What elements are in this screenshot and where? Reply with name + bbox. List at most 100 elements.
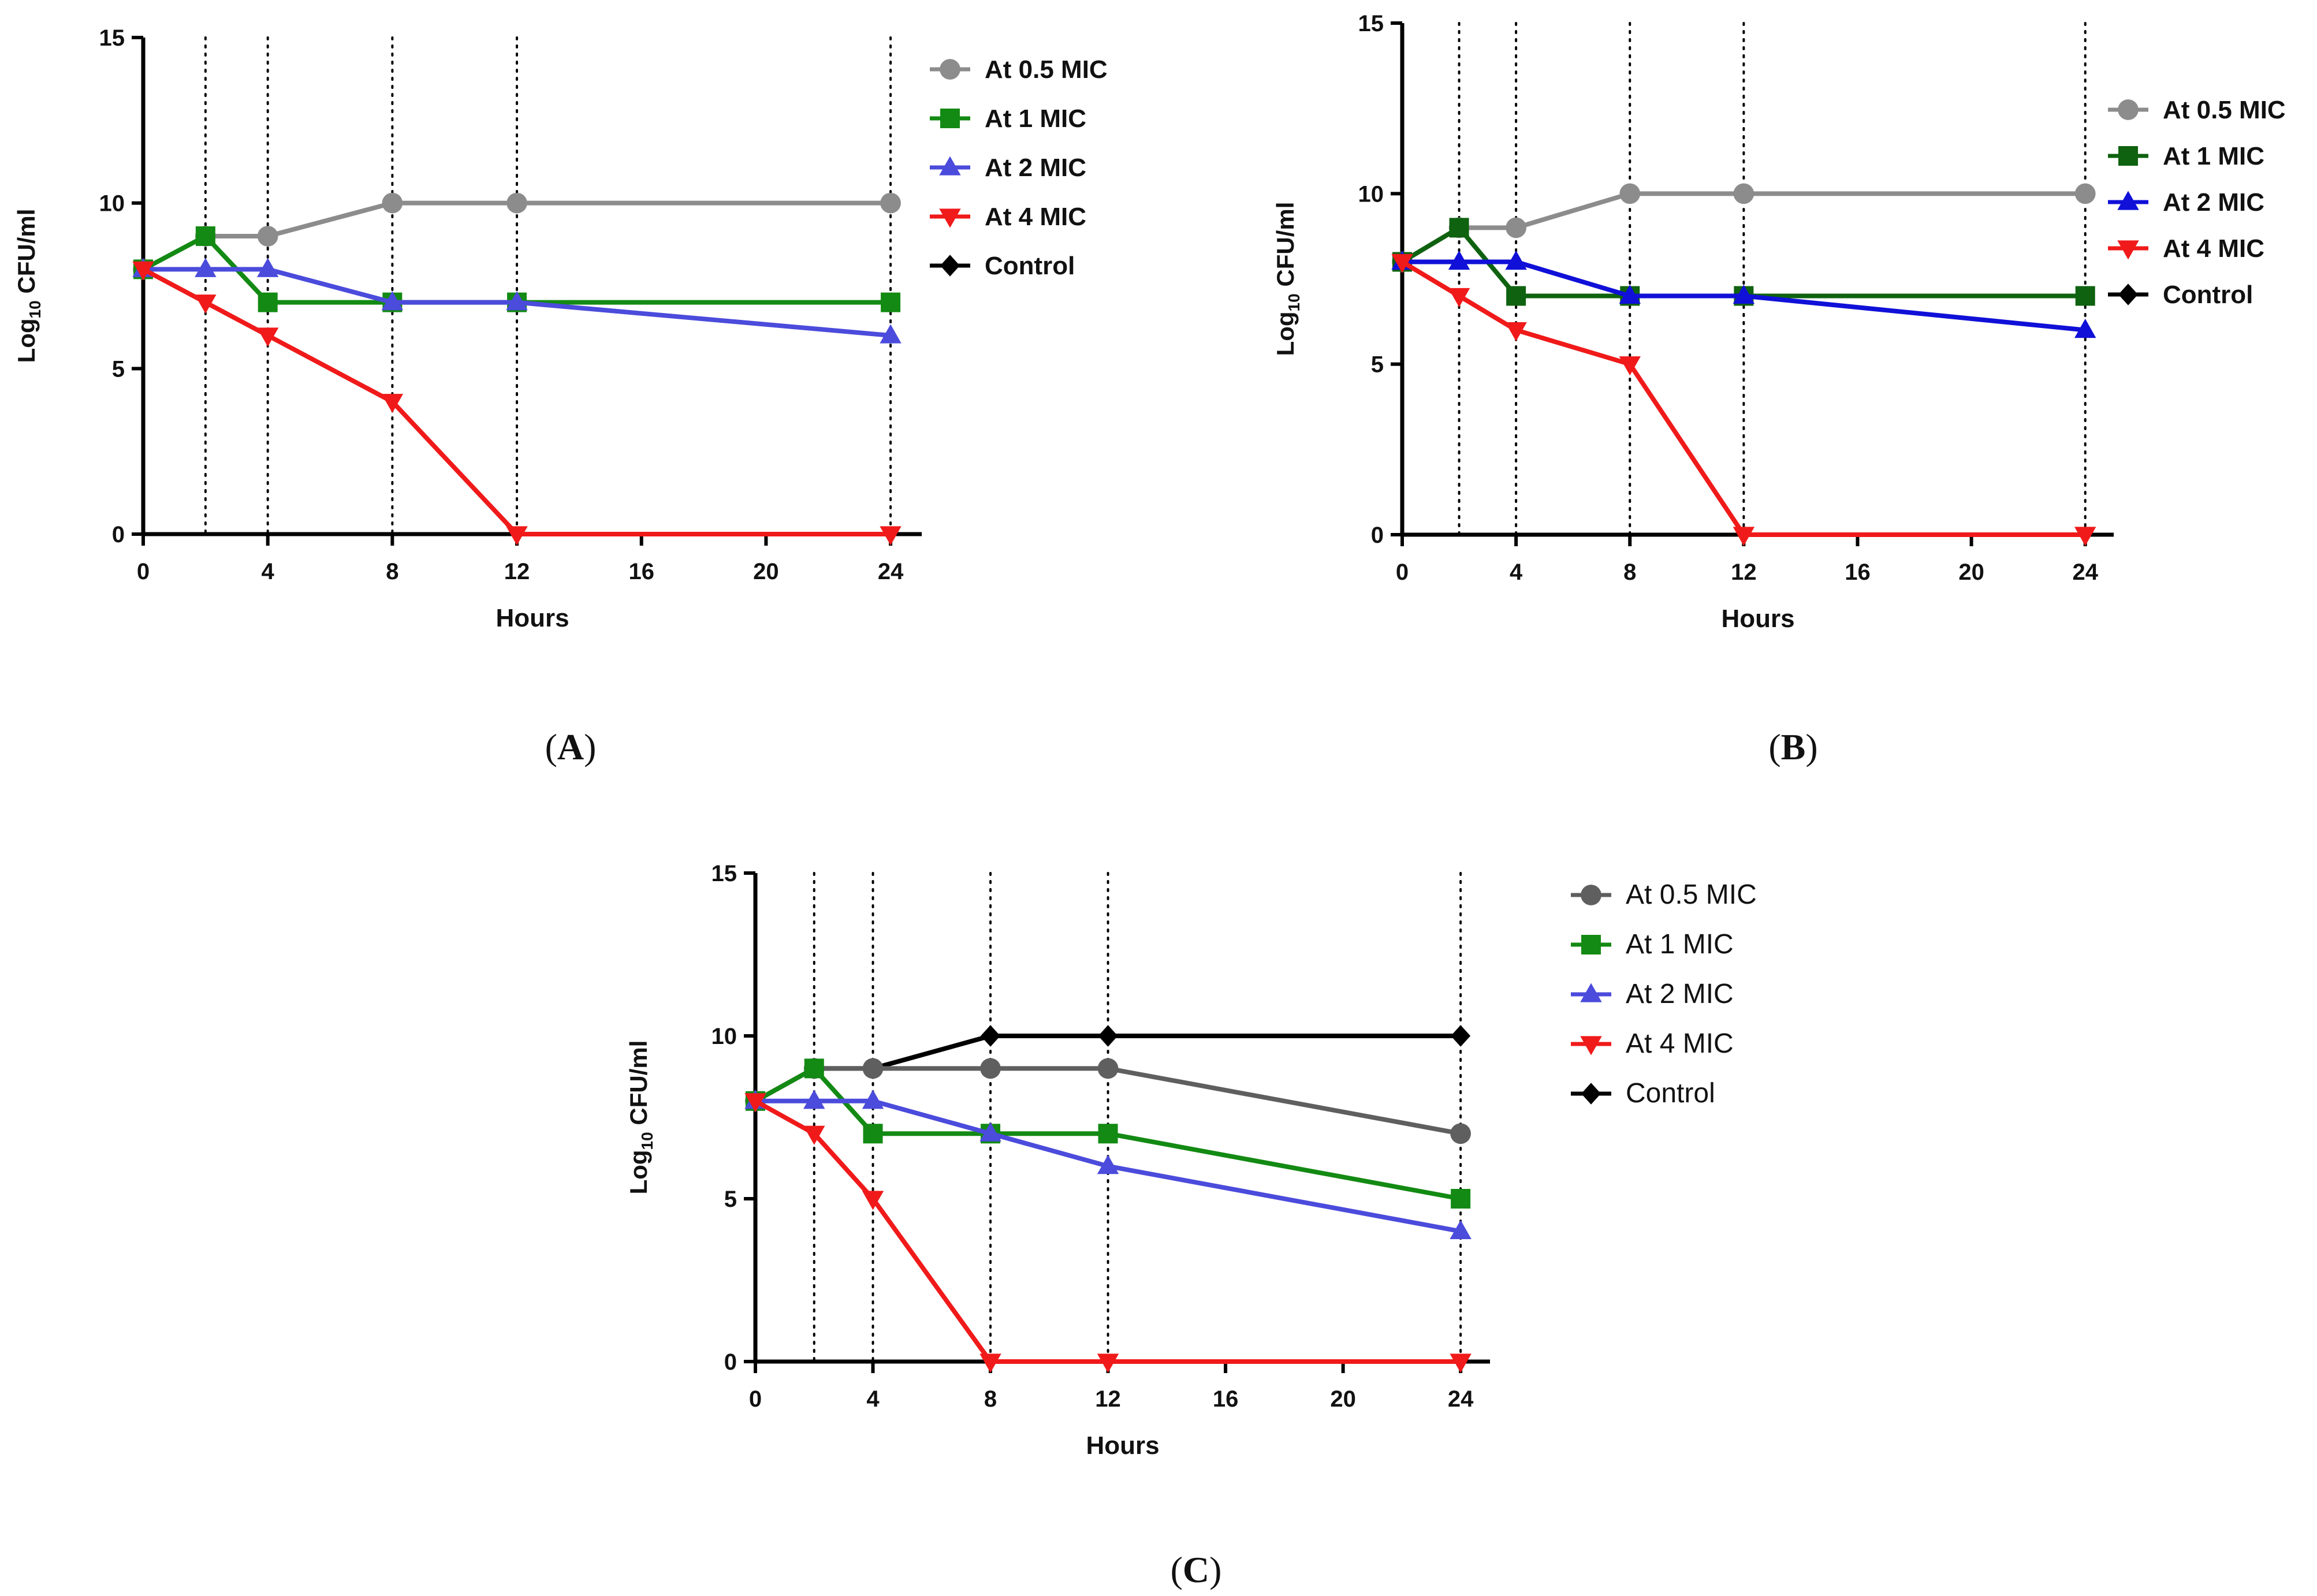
legend-marker [1581,935,1601,954]
series-line [143,267,891,338]
legend-item: At 0.5 MIC [930,55,1108,84]
data-point [1097,1155,1119,1174]
x-tick-label: 8 [984,1386,997,1412]
data-point [1450,1353,1472,1373]
y-tick-label: 5 [724,1187,737,1212]
legend-item: At 1 MIC [2108,142,2264,170]
data-point [862,1191,884,1210]
data-point [195,294,217,314]
y-tick-label: 10 [1358,181,1384,207]
legend-item: At 2 MIC [2108,188,2264,217]
legend-marker [2118,146,2138,166]
data-point [258,292,278,312]
legend-item: At 4 MIC [2108,234,2264,263]
y-tick-label: 5 [112,356,125,382]
x-tick-label: 0 [749,1386,762,1412]
legend: At 0.5 MIC At 1 MIC At 2 MIC At 4 MIC Contro… [930,55,1108,280]
data-point [1450,1220,1472,1239]
data-point [1505,322,1527,342]
x-tick-label: 12 [1731,560,1757,585]
data-point [256,327,279,347]
data-point [1619,284,1641,304]
legend-marker [2118,99,2139,120]
data-point [744,1093,766,1113]
data-point [506,291,528,311]
y-axis-title: Log10 CFU/ml [13,209,44,363]
y-axis-title-rest: CFU/ml [625,1041,652,1132]
y-axis-title-main: Log [625,1150,652,1194]
legend-marker [2118,284,2138,305]
legend-item: Control [2108,281,2253,309]
y-tick-label: 0 [112,522,125,547]
y-axis-title: Log10 CFU/ml [625,1041,656,1195]
series-line [755,1098,1461,1234]
legend-label: At 4 MIC [1626,1028,1734,1059]
x-tick-label: 20 [753,559,779,584]
y-tick-label: 10 [712,1024,737,1049]
legend-label: At 2 MIC [985,154,1086,182]
data-point [862,1090,884,1109]
data-point [381,291,404,311]
legend-item: Control [930,252,1075,280]
legend-marker [1581,1083,1601,1105]
data-point [1097,1353,1119,1373]
x-tick-label: 8 [386,559,398,584]
data-point [1391,253,1413,274]
data-point [803,1090,825,1109]
panel-label-paren: ( [1171,1549,1183,1590]
y-axis-title-main: Log [1272,311,1299,356]
legend-label: At 1 MIC [1626,929,1734,960]
data-point [2074,183,2096,204]
data-point [1097,1058,1119,1079]
data-point [1448,288,1470,308]
y-tick-label: 10 [99,191,125,217]
y-axis-title-rest: CFU/ml [13,209,40,301]
x-tick-label: 4 [866,1386,880,1412]
legend: At 0.5 MIC At 1 MIC At 2 MIC At 4 MIC Contro… [2108,96,2286,309]
data-point [2074,319,2096,338]
x-axis-title: Hours [1086,1431,1159,1460]
data-point [257,226,278,247]
panel-label-paren: ) [1805,726,1817,767]
x-tick-label: 0 [1396,560,1409,585]
data-point [980,1058,1001,1079]
data-point [863,1124,883,1144]
x-tick-label: 12 [1095,1386,1121,1412]
x-axis-title: Hours [496,604,569,632]
data-point [506,192,527,214]
data-point [1098,1124,1118,1144]
data-point [1448,250,1470,270]
data-point [1619,356,1641,376]
series-line [142,234,891,305]
legend-item: At 0.5 MIC [1571,879,1757,910]
panel-label-paren: ( [1768,726,1780,767]
series-line [754,1099,1461,1364]
panel-label: (B) [1768,726,1817,767]
data-point [880,324,902,344]
data-point [2075,286,2095,306]
x-tick-label: 24 [2072,560,2098,585]
y-tick-label: 0 [1371,523,1384,548]
data-point [1733,527,1755,546]
legend-label: At 0.5 MIC [985,55,1108,84]
panel-label-paren: ( [545,726,557,767]
legend-label: At 2 MIC [2163,188,2264,217]
legend-label: At 1 MIC [2163,142,2264,170]
data-point [1098,1025,1118,1047]
data-point [804,1058,824,1079]
data-point [981,1025,1001,1047]
x-tick-label: 16 [1845,560,1871,585]
y-axis-title-main: Log [13,318,40,363]
legend-label: Control [1626,1078,1715,1109]
legend-marker [940,255,960,277]
legend-label: Control [985,252,1075,280]
data-point [2074,527,2096,546]
data-point [880,192,901,214]
legend-item: At 1 MIC [930,105,1086,133]
data-point [803,1125,825,1145]
y-tick-label: 15 [99,25,125,51]
y-axis-title: Log10 CFU/ml [1272,202,1303,356]
data-point [195,258,217,277]
